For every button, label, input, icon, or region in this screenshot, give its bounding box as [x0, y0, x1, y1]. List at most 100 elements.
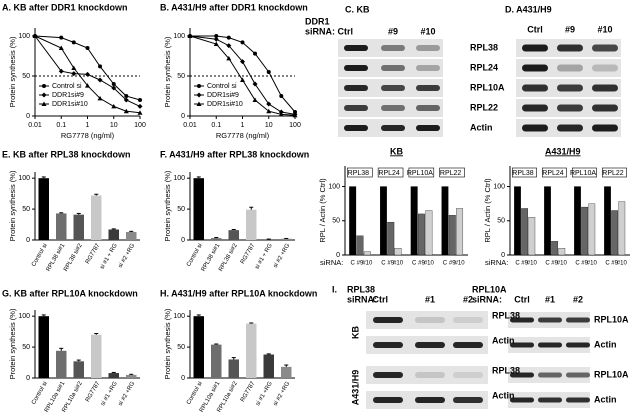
legend-marker — [196, 92, 202, 98]
x-tick-label: 10 — [265, 122, 273, 129]
y-tick-label: 0 — [501, 252, 505, 259]
x-tick-label: #9 — [521, 261, 528, 267]
y-tick-label: 0 — [181, 375, 185, 382]
y-axis-label: Protein synthesis (%) — [8, 170, 17, 241]
y-tick-label: 0 — [26, 113, 30, 120]
chart-title: B. A431/H9 after DDR1 knockdown — [160, 2, 308, 12]
bar — [349, 186, 357, 256]
blot-band — [416, 105, 440, 111]
x-tick-label: 0.01 — [183, 122, 197, 129]
x-tick-label: 10 — [110, 122, 118, 129]
bar — [38, 178, 49, 240]
marker — [240, 77, 245, 82]
group-label: RPL22 — [602, 170, 624, 177]
blot-label: I. — [332, 284, 337, 294]
blot-label: Actin — [492, 335, 515, 345]
x-tick-label: RG7787 — [85, 242, 102, 265]
blot-label: #10 — [597, 24, 612, 34]
y-tick-label: 50 — [177, 206, 185, 213]
blot-band — [522, 64, 548, 72]
blot-label: RPL10A — [472, 284, 507, 294]
line — [189, 35, 296, 115]
marker — [111, 103, 117, 109]
x-tick-label: RG7787 — [85, 380, 102, 403]
x-tick-label: si #1 +RG — [255, 381, 274, 408]
group-label: RPL10A — [407, 170, 433, 177]
blot-band — [557, 124, 583, 132]
bar — [228, 359, 239, 378]
x-tick-label: 1 — [86, 122, 90, 129]
x-tick-label: #9 — [449, 261, 456, 267]
blot-label: siRNA: — [472, 294, 502, 304]
bar — [211, 344, 222, 378]
y-tick-label: 50 — [332, 218, 340, 225]
marker — [137, 110, 143, 115]
blot-band — [566, 372, 590, 378]
blot-background — [366, 366, 488, 384]
blot-band — [381, 105, 405, 111]
blot-band — [344, 125, 368, 131]
y-tick-label: 100 — [493, 183, 505, 190]
y-tick-label: 100 — [18, 313, 30, 320]
x-axis-label: siRNA: — [485, 258, 508, 267]
group-label: RPL22 — [440, 170, 462, 177]
x-tick-label: #10 — [527, 261, 538, 267]
blot-label: Actin — [594, 339, 617, 349]
blot-label: RPL10A — [470, 82, 505, 92]
legend-marker — [41, 92, 47, 98]
x-tick-label: #9 — [357, 261, 364, 267]
group-box — [601, 167, 627, 178]
x-tick-label: #10 — [393, 261, 404, 267]
bar — [281, 238, 292, 240]
chart-title: A. KB after DDR1 knockdown — [2, 2, 128, 12]
bar — [38, 316, 49, 378]
line — [34, 35, 141, 114]
chart-title: F. A431/H9 after RPL38 knockdown — [160, 149, 309, 159]
blot-band — [453, 397, 483, 403]
bar — [363, 251, 371, 256]
group-box — [347, 167, 373, 178]
blot-band — [381, 125, 405, 131]
blot-band — [522, 44, 548, 52]
blot-band — [344, 105, 368, 111]
blot-band — [415, 397, 445, 403]
y-tick-label: 100 — [328, 183, 340, 190]
group-label: RPL24 — [378, 170, 400, 177]
marker — [71, 71, 77, 77]
bar — [387, 221, 395, 256]
blot-label: RPL24 — [470, 62, 498, 72]
y-tick-label: 0 — [26, 375, 30, 382]
marker — [253, 51, 258, 56]
blot-band — [510, 317, 534, 323]
legend-label: Control si — [207, 83, 237, 90]
y-tick-label: 50 — [22, 344, 30, 351]
blot-band — [538, 372, 562, 378]
blot-label: D. A431/H9 — [505, 4, 552, 14]
blot-label: #9 — [388, 26, 398, 36]
blot-band — [557, 44, 583, 52]
marker — [58, 68, 64, 74]
chart-title: E. KB after RPL38 knockdown — [2, 149, 131, 159]
line — [190, 35, 296, 113]
marker — [85, 46, 90, 50]
y-axis-label: Protein synthesis (%) — [163, 36, 172, 107]
marker — [187, 33, 193, 38]
y-tick-label: 50 — [497, 218, 505, 225]
marker — [226, 43, 232, 49]
blot-label: RPL38 — [492, 310, 520, 320]
x-tick-label: RPL38 si#2 — [218, 242, 239, 272]
x-tick-label: C — [412, 261, 417, 267]
blot-band — [538, 317, 562, 323]
blot-band — [416, 45, 440, 51]
bar — [410, 186, 418, 256]
x-tick-label: si #2 +RG — [273, 243, 292, 270]
line — [189, 35, 296, 116]
legend-marker — [197, 84, 201, 88]
bar — [551, 241, 559, 256]
chart-title: KB — [390, 146, 403, 156]
bar — [126, 231, 137, 240]
blot-band — [538, 397, 562, 403]
marker — [266, 101, 272, 107]
bar — [425, 210, 433, 256]
